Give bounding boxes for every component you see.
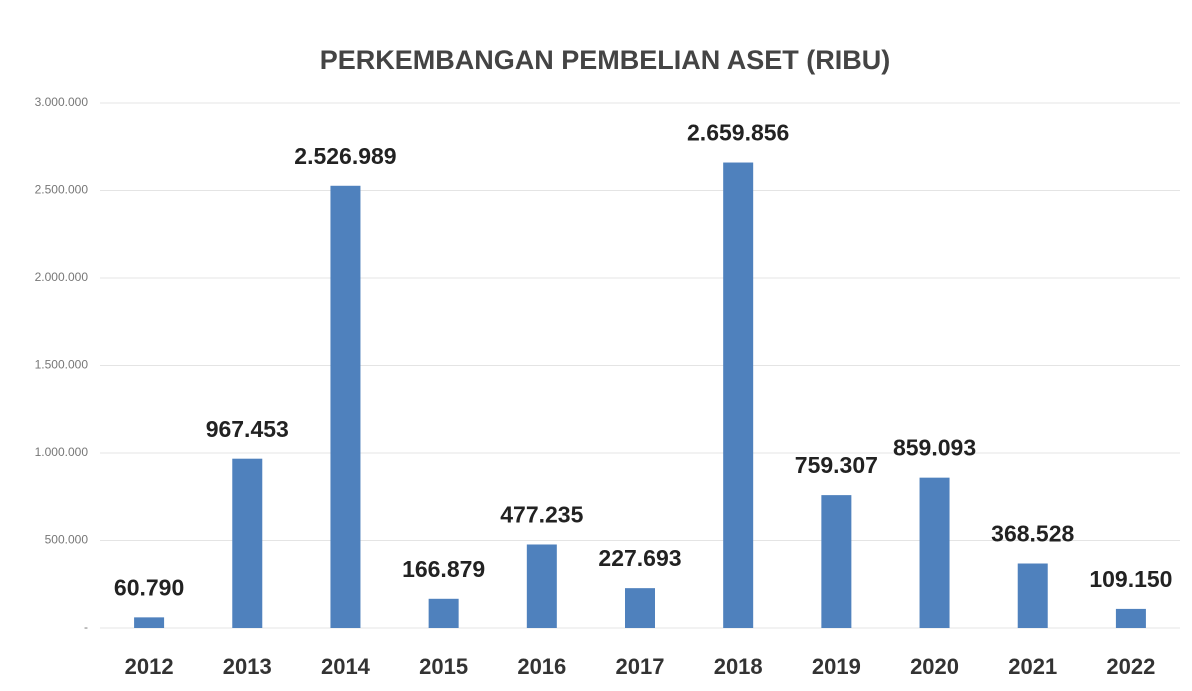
x-tick-label: 2014 (321, 654, 371, 679)
x-tick-label: 2020 (910, 654, 959, 679)
y-tick-label: 2.000.000 (35, 270, 89, 284)
x-tick-label: 2019 (812, 654, 861, 679)
bar (625, 588, 655, 628)
bar (232, 458, 263, 628)
bar (1115, 608, 1146, 628)
value-label: 60.790 (114, 574, 184, 600)
y-tick-label: 2.500.000 (35, 183, 89, 197)
value-label: 109.150 (1089, 566, 1172, 592)
y-tick-label: 3.000.000 (35, 95, 89, 109)
x-tick-label: 2018 (714, 654, 763, 679)
bar (919, 477, 950, 628)
x-tick-label: 2016 (517, 654, 566, 679)
bar (821, 495, 852, 628)
bar (723, 162, 754, 628)
x-tick-label: 2012 (125, 654, 174, 679)
x-tick-label: 2017 (616, 654, 665, 679)
value-label: 368.528 (991, 521, 1074, 547)
x-tick-label: 2021 (1008, 654, 1057, 679)
bar (428, 598, 459, 628)
y-tick-label: - (84, 620, 88, 634)
y-tick-label: 1.500.000 (35, 358, 89, 372)
x-tick-label: 2022 (1106, 654, 1155, 679)
x-tick-label: 2013 (223, 654, 272, 679)
y-tick-label: 500.000 (45, 533, 89, 547)
value-label: 2.659.856 (687, 120, 789, 146)
x-tick-label: 2015 (419, 654, 468, 679)
value-label: 166.879 (402, 556, 485, 582)
value-label: 477.235 (500, 502, 583, 528)
value-label: 227.693 (598, 545, 681, 571)
bar (134, 617, 165, 628)
y-tick-label: 1.000.000 (35, 445, 89, 459)
chart-title: PERKEMBANGAN PEMBELIAN ASET (RIBU) (320, 45, 891, 75)
value-label: 759.307 (795, 452, 878, 478)
value-label: 2.526.989 (294, 143, 396, 169)
bar (330, 185, 361, 629)
bar (526, 544, 557, 628)
value-label: 859.093 (893, 435, 976, 461)
bar (1017, 563, 1048, 628)
value-label: 967.453 (206, 416, 289, 442)
